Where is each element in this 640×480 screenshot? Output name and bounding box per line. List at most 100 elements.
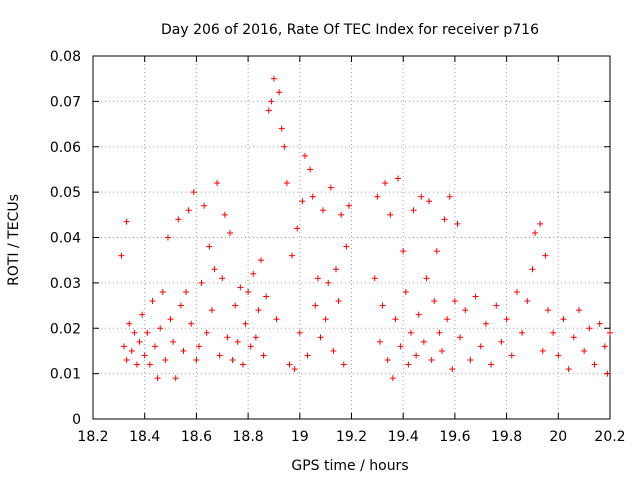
data-point	[428, 357, 435, 364]
data-point	[392, 316, 399, 323]
data-point	[188, 320, 195, 327]
data-point	[423, 275, 430, 282]
data-point	[141, 352, 148, 359]
x-tick-label: 18.8	[233, 429, 264, 445]
x-tick-label: 19.2	[336, 429, 367, 445]
data-point	[524, 298, 531, 305]
data-point	[335, 298, 342, 305]
data-point	[382, 180, 389, 187]
y-tick-label: 0.08	[50, 49, 81, 65]
data-point	[529, 266, 536, 273]
data-point	[301, 152, 308, 159]
data-point	[128, 347, 135, 354]
data-point	[601, 343, 608, 350]
y-tick-label: 0.04	[50, 231, 81, 247]
data-point	[418, 193, 425, 200]
data-point	[532, 229, 539, 236]
data-point	[317, 334, 324, 341]
data-point	[304, 352, 311, 359]
data-point	[322, 316, 329, 323]
data-point	[395, 175, 402, 182]
data-point	[239, 361, 246, 368]
data-point	[245, 288, 252, 295]
data-point	[265, 107, 272, 114]
data-point	[444, 316, 451, 323]
data-point	[180, 347, 187, 354]
data-point	[289, 252, 296, 259]
data-point	[211, 266, 218, 273]
data-point	[397, 343, 404, 350]
data-point	[268, 98, 275, 105]
data-point	[224, 334, 231, 341]
data-point	[237, 284, 244, 291]
data-point	[467, 357, 474, 364]
data-point	[263, 293, 270, 300]
data-point	[190, 189, 197, 196]
y-tick-label: 0.06	[50, 140, 81, 156]
data-point	[183, 288, 190, 295]
data-point	[493, 302, 500, 309]
data-point	[482, 320, 489, 327]
data-point	[195, 343, 202, 350]
data-point	[154, 375, 161, 382]
y-tick-label: 0.01	[50, 367, 81, 383]
data-point	[250, 270, 257, 277]
x-axis-ticks: 18.2 18.4 18.6 18.8 19 19.2 19.4 19.6 19.8 20 20.2	[77, 56, 626, 445]
data-point	[426, 198, 433, 205]
data-point	[281, 143, 288, 150]
data-point	[312, 302, 319, 309]
data-point	[247, 343, 254, 350]
x-tick-label: 20	[549, 429, 567, 445]
data-point	[604, 370, 611, 377]
data-point	[371, 275, 378, 282]
data-point	[219, 275, 226, 282]
data-point	[296, 329, 303, 336]
data-point	[441, 216, 448, 223]
data-point	[519, 329, 526, 336]
x-tick-label: 19.6	[439, 429, 470, 445]
data-point	[294, 225, 301, 232]
data-point	[136, 338, 143, 345]
data-point	[149, 298, 156, 305]
data-point	[314, 275, 321, 282]
data-point	[185, 207, 192, 214]
x-tick-label: 19.4	[388, 429, 419, 445]
data-point	[221, 211, 228, 218]
data-point	[252, 334, 259, 341]
data-point	[139, 311, 146, 318]
data-point	[537, 220, 544, 227]
data-point	[198, 279, 205, 286]
data-point	[436, 329, 443, 336]
data-point	[201, 202, 208, 209]
data-point	[208, 307, 215, 314]
data-point	[343, 243, 350, 250]
data-point	[216, 352, 223, 359]
data-point	[338, 211, 345, 218]
x-tick-label: 20.2	[594, 429, 625, 445]
data-point	[345, 202, 352, 209]
x-tick-label: 19.8	[491, 429, 522, 445]
data-point	[121, 343, 128, 350]
data-point	[410, 207, 417, 214]
data-point	[278, 125, 285, 132]
data-point	[276, 89, 283, 96]
data-point	[159, 288, 166, 295]
data-point	[477, 343, 484, 350]
data-point	[544, 307, 551, 314]
y-axis-ticks: 0 0.01 0.02 0.03 0.04 0.05 0.06 0.07 0.08	[50, 49, 610, 428]
data-point	[451, 298, 458, 305]
data-point	[175, 216, 182, 223]
data-point	[586, 325, 593, 332]
data-point	[420, 338, 427, 345]
data-point	[206, 243, 213, 250]
data-point	[405, 361, 412, 368]
data-point	[152, 343, 159, 350]
data-point	[299, 198, 306, 205]
data-point	[575, 307, 582, 314]
data-point	[131, 329, 138, 336]
x-tick-label: 18.4	[129, 429, 160, 445]
data-point	[164, 234, 171, 241]
data-point	[214, 180, 221, 187]
data-point	[340, 361, 347, 368]
data-point	[307, 166, 314, 173]
